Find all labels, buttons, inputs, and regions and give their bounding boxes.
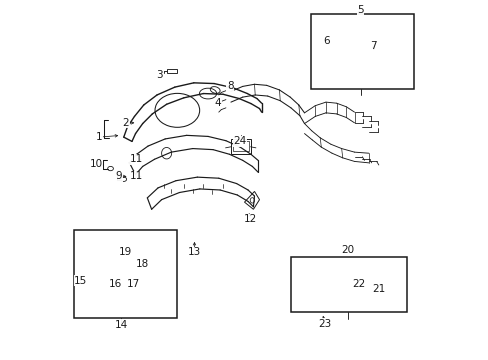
Text: 11: 11 bbox=[130, 154, 143, 164]
Text: 23: 23 bbox=[318, 319, 331, 329]
Ellipse shape bbox=[311, 278, 316, 282]
Ellipse shape bbox=[321, 38, 325, 43]
Text: 24: 24 bbox=[233, 136, 246, 147]
Text: 10: 10 bbox=[89, 159, 102, 169]
Text: 9: 9 bbox=[115, 171, 122, 181]
Text: 16: 16 bbox=[109, 279, 122, 289]
Text: 14: 14 bbox=[114, 320, 128, 330]
Text: 22: 22 bbox=[351, 279, 365, 289]
Bar bbox=[318, 278, 327, 284]
Bar bbox=[232, 141, 248, 152]
Text: 11: 11 bbox=[130, 171, 143, 181]
Text: 6: 6 bbox=[323, 36, 329, 46]
Bar bbox=[290, 257, 406, 312]
Text: 21: 21 bbox=[371, 284, 384, 294]
Bar bbox=[104, 274, 119, 295]
Bar bbox=[230, 139, 250, 154]
Ellipse shape bbox=[78, 274, 82, 279]
Bar bbox=[166, 68, 177, 73]
Text: 17: 17 bbox=[126, 279, 140, 289]
Text: 8: 8 bbox=[226, 81, 233, 91]
Bar bbox=[310, 14, 413, 89]
Text: 5: 5 bbox=[357, 5, 363, 15]
Bar bbox=[341, 276, 355, 285]
Polygon shape bbox=[315, 26, 405, 39]
Text: 13: 13 bbox=[187, 247, 201, 257]
Text: 18: 18 bbox=[136, 259, 149, 269]
Bar bbox=[106, 278, 117, 292]
Ellipse shape bbox=[119, 248, 125, 257]
Text: 19: 19 bbox=[119, 247, 132, 257]
Text: 4: 4 bbox=[214, 98, 221, 108]
Ellipse shape bbox=[371, 49, 375, 55]
Text: 2: 2 bbox=[122, 118, 129, 128]
Ellipse shape bbox=[114, 260, 117, 263]
Text: 12: 12 bbox=[244, 214, 257, 224]
Bar bbox=[74, 230, 176, 318]
Bar bbox=[125, 282, 134, 294]
Text: 7: 7 bbox=[370, 41, 376, 51]
Text: 20: 20 bbox=[341, 245, 354, 255]
Text: 3: 3 bbox=[156, 69, 163, 80]
Ellipse shape bbox=[292, 304, 296, 306]
Text: 15: 15 bbox=[74, 276, 87, 286]
Text: 1: 1 bbox=[95, 132, 102, 142]
